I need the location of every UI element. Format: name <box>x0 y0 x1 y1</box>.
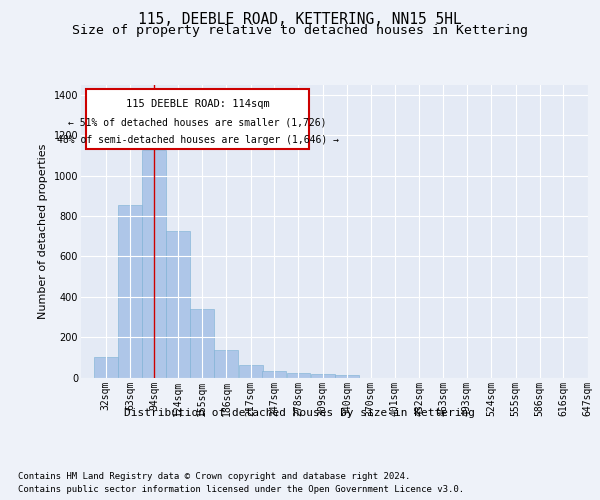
Text: 115, DEEBLE ROAD, KETTERING, NN15 5HL: 115, DEEBLE ROAD, KETTERING, NN15 5HL <box>138 12 462 28</box>
Y-axis label: Number of detached properties: Number of detached properties <box>38 144 48 319</box>
Text: Distribution of detached houses by size in Kettering: Distribution of detached houses by size … <box>125 408 476 418</box>
Text: ← 51% of detached houses are smaller (1,726): ← 51% of detached houses are smaller (1,… <box>68 118 327 128</box>
Text: Size of property relative to detached houses in Kettering: Size of property relative to detached ho… <box>72 24 528 37</box>
Text: Contains HM Land Registry data © Crown copyright and database right 2024.: Contains HM Land Registry data © Crown c… <box>18 472 410 481</box>
Bar <box>239 366 263 378</box>
Bar <box>287 374 310 378</box>
Bar <box>166 231 190 378</box>
Text: Contains public sector information licensed under the Open Government Licence v3: Contains public sector information licen… <box>18 485 464 494</box>
Bar <box>94 358 118 378</box>
Bar <box>190 309 214 378</box>
Bar <box>311 374 335 378</box>
Text: 115 DEEBLE ROAD: 114sqm: 115 DEEBLE ROAD: 114sqm <box>126 100 269 110</box>
Bar <box>214 350 238 378</box>
Text: 48% of semi-detached houses are larger (1,646) →: 48% of semi-detached houses are larger (… <box>56 136 338 145</box>
Bar <box>142 150 166 378</box>
FancyBboxPatch shape <box>86 90 309 150</box>
Bar <box>262 372 286 378</box>
Bar <box>118 205 142 378</box>
Bar <box>335 376 359 378</box>
